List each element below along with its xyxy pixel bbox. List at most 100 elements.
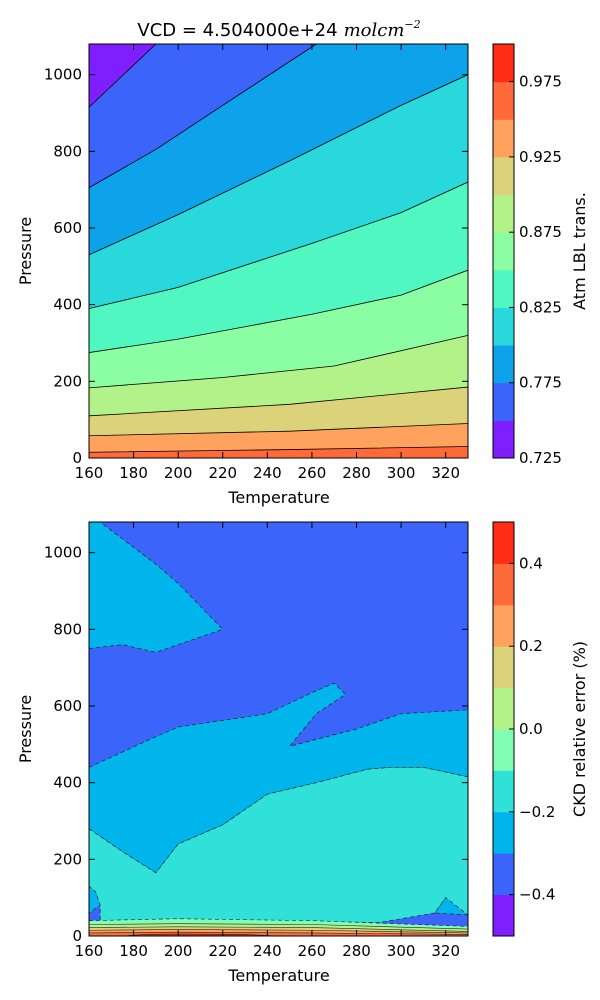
y-tick-label: 1000 xyxy=(44,66,82,84)
contour-line xyxy=(89,423,468,437)
contour-line xyxy=(89,44,317,189)
plot-frame xyxy=(88,43,469,459)
colorbar-swatch xyxy=(493,563,514,606)
x-tick-label: 260 xyxy=(298,942,327,960)
contour-band xyxy=(89,446,468,458)
y-tick-label: 200 xyxy=(53,372,82,390)
colorbar-swatch xyxy=(493,307,514,346)
colorbar-tick-label: −0.2 xyxy=(519,803,555,821)
contour-band xyxy=(89,44,317,188)
x-tick-label: 160 xyxy=(75,942,104,960)
colorbar-tick-label: 0.4 xyxy=(519,554,543,572)
bottom-y-axis-label: Pressure xyxy=(16,695,35,763)
x-tick-label: 220 xyxy=(208,942,237,960)
contour-line xyxy=(89,44,157,108)
ckd-error-contour-chart: 160 180 200 220 240 260 280 300 320 0 200 400 600 800… xyxy=(16,521,589,985)
contour-line xyxy=(89,181,468,309)
contour-band xyxy=(89,335,468,416)
contour-band xyxy=(89,270,468,388)
y-tick-label: 1000 xyxy=(44,544,82,562)
contour-band xyxy=(89,387,468,436)
x-tick-label: 320 xyxy=(431,464,460,482)
contour-line xyxy=(89,446,468,453)
colorbar-tick-label: 0.775 xyxy=(519,374,562,392)
colorbar-swatch xyxy=(493,646,514,689)
colorbar-swatch xyxy=(493,232,514,271)
colorbar-swatch xyxy=(493,522,514,564)
x-tick-label: 280 xyxy=(342,464,371,482)
x-tick-label: 280 xyxy=(342,942,371,960)
y-tick-label: 800 xyxy=(53,142,82,160)
colorbar-tick-label: 0.2 xyxy=(519,637,543,655)
transmittance-contour-chart: VCD = 4.504000e+24 molcm−2 160 180 200 220 24… xyxy=(16,18,589,507)
y-tick-label: 400 xyxy=(53,774,82,792)
colorbar-swatch xyxy=(493,382,514,421)
contour-region xyxy=(89,766,468,923)
x-tick-label: 180 xyxy=(119,942,148,960)
colorbar-swatch xyxy=(493,156,514,196)
x-tick-label: 300 xyxy=(387,942,416,960)
x-tick-label: 320 xyxy=(431,942,460,960)
x-tick-label: 240 xyxy=(253,464,282,482)
contour-line xyxy=(89,269,468,353)
colorbar-swatch xyxy=(493,853,514,896)
contour-fills xyxy=(89,522,468,936)
x-tick-label: 240 xyxy=(253,942,282,960)
colorbar-tick-label: 0.975 xyxy=(519,73,562,91)
colorbar-swatch xyxy=(493,770,514,813)
colorbar-swatch xyxy=(493,269,514,308)
y-tick-label: 200 xyxy=(53,850,82,868)
x-tick-label: 160 xyxy=(75,464,104,482)
plot-frame xyxy=(88,521,469,937)
x-tick-label: 200 xyxy=(164,942,193,960)
colorbar-swatch xyxy=(493,194,514,233)
colorbar-frame xyxy=(492,43,515,459)
contour-region xyxy=(89,522,224,653)
contour-band xyxy=(89,74,468,309)
contour-line xyxy=(89,334,468,389)
x-tick-label: 180 xyxy=(119,464,148,482)
colorbar-swatch xyxy=(493,420,514,459)
colorbar-swatch xyxy=(493,345,514,384)
x-tick-label: 300 xyxy=(387,464,416,482)
colorbar-swatch xyxy=(493,687,514,730)
colorbar-tick-label: 0.925 xyxy=(519,148,562,166)
colorbar-tick-label: 0.725 xyxy=(519,449,562,467)
top-plot-area xyxy=(89,44,468,458)
y-tick-label: 600 xyxy=(53,697,82,715)
colorbar-swatch xyxy=(493,604,514,647)
y-tick-label: 0 xyxy=(72,927,82,945)
bottom-colorbar: −0.4 −0.2 0.0 0.2 0.4 xyxy=(492,521,555,937)
x-tick-label: 260 xyxy=(298,464,327,482)
colorbar-swatch xyxy=(493,44,514,83)
colorbar-swatch xyxy=(493,811,514,854)
top-y-axis-label: Pressure xyxy=(16,217,35,285)
top-colorbar: 0.725 0.775 0.825 0.875 0.925 0.975 xyxy=(492,43,562,467)
chart-title: VCD = 4.504000e+24 molcm−2 xyxy=(137,18,420,41)
y-tick-label: 800 xyxy=(53,620,82,638)
top-colorbar-label: Atm LBL trans. xyxy=(570,192,589,310)
top-axes: 160 180 200 220 240 260 280 300 320 0 200 400 600 800… xyxy=(44,43,469,482)
colorbar-swatch xyxy=(493,729,514,771)
colorbar-tick-label: 0.875 xyxy=(519,223,562,241)
y-tick-label: 0 xyxy=(72,449,82,467)
bottom-x-axis-label: Temperature xyxy=(227,966,329,985)
colorbar-tick-label: 0.0 xyxy=(519,720,543,738)
colorbar-swatch xyxy=(493,81,514,120)
contour-line xyxy=(89,386,468,417)
contour-line xyxy=(89,74,468,256)
contour-band xyxy=(89,423,468,453)
bottom-axes: 160 180 200 220 240 260 280 300 320 0 200 400 600 800… xyxy=(44,521,469,960)
colorbar-swatch xyxy=(493,894,514,937)
top-x-axis-label: Temperature xyxy=(227,488,329,507)
bottom-colorbar-label: CKD relative error (%) xyxy=(570,641,589,817)
colorbar-tick-label: −0.4 xyxy=(519,886,555,904)
y-tick-label: 600 xyxy=(53,219,82,237)
y-tick-label: 400 xyxy=(53,296,82,314)
x-tick-label: 200 xyxy=(164,464,193,482)
contour-band xyxy=(89,44,468,255)
x-tick-label: 220 xyxy=(208,464,237,482)
colorbar-tick-label: 0.825 xyxy=(519,298,562,316)
contour-band xyxy=(89,182,468,353)
